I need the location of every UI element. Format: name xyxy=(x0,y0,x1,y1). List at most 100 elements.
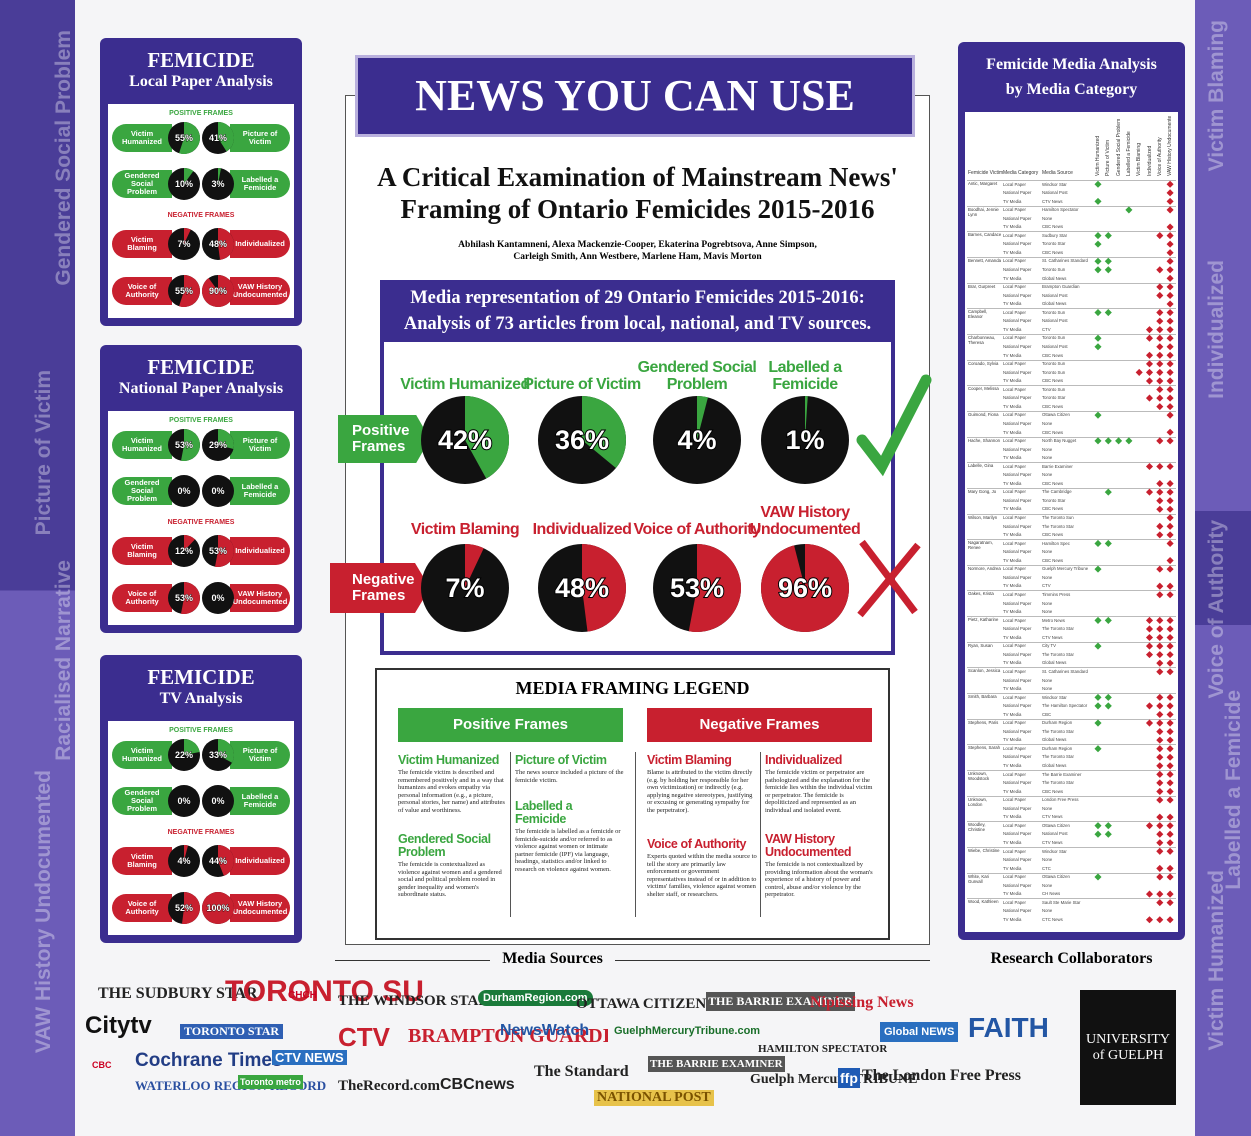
media-category: National Paper xyxy=(1003,472,1032,478)
frame-pill: Gendered Social Problem xyxy=(112,170,172,198)
media-category: Local Paper xyxy=(1003,745,1026,751)
media-source: Ottawa Citizen xyxy=(1042,822,1070,828)
media-category: Local Paper xyxy=(1003,463,1026,469)
media-source: CTC xyxy=(1042,865,1051,871)
source-logo: Cochrane Times xyxy=(135,1050,283,1071)
column-header: Victim Humanized xyxy=(1095,135,1101,176)
side-text: Individualized xyxy=(1205,260,1228,399)
media-category: TV Media xyxy=(1003,224,1022,230)
source-logo: CBCnews xyxy=(440,1076,515,1093)
frame-pill: Voice of Authority xyxy=(112,277,172,305)
frame-pill: VAW History Undocumented xyxy=(230,277,290,305)
column-header: Labelled a Femicide xyxy=(1125,131,1132,176)
media-source: None xyxy=(1042,472,1053,478)
legend-text: The news source included a picture of th… xyxy=(515,769,624,784)
media-category: National Paper xyxy=(1003,292,1032,298)
victim-name: Coroado, Sylvia xyxy=(968,360,999,366)
media-source: None xyxy=(1042,677,1053,683)
legend-heading: Negative Frames xyxy=(647,708,872,742)
row-rule xyxy=(967,693,1176,694)
row-rule xyxy=(967,872,1176,874)
frame-pill: Picture of Victim xyxy=(230,741,290,769)
media-category: TV Media xyxy=(1003,634,1022,640)
media-source: CTV xyxy=(1042,583,1051,589)
media-source: Toronto Star xyxy=(1042,395,1066,401)
frame-pill: Victim Blaming xyxy=(112,537,172,565)
source-logo: BRAMPTON GUARDIAN xyxy=(408,1025,608,1047)
row-rule xyxy=(967,641,1176,643)
legend-text: The femicide victim or perpetrator are p… xyxy=(765,769,873,814)
frame-pill: Voice of Authority xyxy=(112,584,172,612)
media-source: Toronto Sun xyxy=(1042,369,1066,375)
media-category: National Paper xyxy=(1003,754,1032,760)
summary-heading-bg xyxy=(380,280,895,342)
media-source: National Post xyxy=(1042,831,1068,837)
source-logo: CTV NEWS xyxy=(272,1050,347,1065)
victim-name: Woodley, Christine xyxy=(968,822,986,833)
media-source: CBC News xyxy=(1042,224,1064,230)
media-source: CBC News xyxy=(1042,378,1064,384)
source-logo: THE BARRIE EXAMINER xyxy=(706,992,855,1011)
row-rule xyxy=(967,410,1176,412)
row-rule xyxy=(967,282,1176,284)
panel-subtitle: Local Paper Analysis xyxy=(129,73,273,90)
media-source: Windsor Star xyxy=(1042,694,1067,700)
row-rule xyxy=(967,308,1176,309)
media-source: CBC News xyxy=(1042,532,1064,538)
frame-pill: Voice of Authority xyxy=(112,894,172,922)
side-text: Picture of Victim xyxy=(32,370,55,536)
media-source: The Toronto Star xyxy=(1042,523,1074,529)
media-source: CBC News xyxy=(1042,249,1064,255)
frame-pill: Picture of Victim xyxy=(230,431,290,459)
frame-pill: Victim Humanized xyxy=(112,124,172,152)
media-category: Local Paper xyxy=(1003,335,1026,341)
media-category: National Paper xyxy=(1003,267,1032,273)
media-category: TV Media xyxy=(1003,506,1022,512)
victim-name: Wood, Kathleen xyxy=(968,899,999,905)
legend-divider xyxy=(760,752,761,917)
media-source: CTV News xyxy=(1042,839,1063,845)
header-box: NEWS YOU CAN USE xyxy=(355,55,915,137)
source-logo: ffp xyxy=(838,1068,860,1088)
frame-heading: Victim Blaming xyxy=(410,521,520,538)
media-category: Local Paper xyxy=(1003,258,1026,264)
frames-heading: POSITIVE FRAMES xyxy=(169,417,233,424)
source-logo: TheRecord.com xyxy=(338,1078,441,1094)
media-category: Local Paper xyxy=(1003,720,1026,726)
row-rule xyxy=(967,256,1176,258)
panel-title: FEMICIDE xyxy=(147,48,255,72)
media-source: CBC News xyxy=(1042,429,1064,435)
media-source: CTV News xyxy=(1042,198,1063,204)
media-category: Local Paper xyxy=(1003,591,1026,597)
media-category: Local Paper xyxy=(1003,643,1026,649)
legend-divider xyxy=(635,752,636,917)
media-source: None xyxy=(1042,805,1053,811)
media-category: National Paper xyxy=(1003,703,1032,709)
media-category: National Paper xyxy=(1003,241,1032,247)
media-source: The Toronto Star xyxy=(1042,728,1074,734)
media-category: TV Media xyxy=(1003,711,1022,717)
side-text: VAW History Undocumented xyxy=(32,770,55,1054)
subtitle: Framing of Ontario Femicides 2015-2016 xyxy=(400,194,875,224)
victim-name: Stephens, Sarah xyxy=(968,745,1001,751)
media-source: The Toronto Star xyxy=(1042,780,1074,786)
legend-text: The femicide is labelled as a femicide o… xyxy=(515,828,621,873)
media-category: Local Paper xyxy=(1003,797,1026,803)
media-source: Toronto Sun xyxy=(1042,309,1066,315)
media-source: CTV News xyxy=(1042,814,1063,820)
media-category: National Paper xyxy=(1003,420,1032,426)
media-source: City TV xyxy=(1042,643,1057,649)
frame-pill: Victim Blaming xyxy=(112,230,172,258)
media-category: TV Media xyxy=(1003,532,1022,538)
media-category: TV Media xyxy=(1003,275,1022,281)
media-category: Local Paper xyxy=(1003,207,1026,213)
column-header: Victim Blaming xyxy=(1136,143,1143,176)
media-source: St. Catharines Standard xyxy=(1042,668,1088,674)
side-text: Labelled a Femicide xyxy=(1222,690,1245,890)
legend-text: Blame is attributed to the victim direct… xyxy=(647,769,753,814)
media-source: None xyxy=(1042,686,1053,692)
media-category: TV Media xyxy=(1003,249,1022,255)
media-source: North Bay Nugget xyxy=(1042,438,1077,444)
frames-heading: POSITIVE FRAMES xyxy=(169,110,233,117)
source-logo: The London Free Press xyxy=(862,1067,1021,1084)
